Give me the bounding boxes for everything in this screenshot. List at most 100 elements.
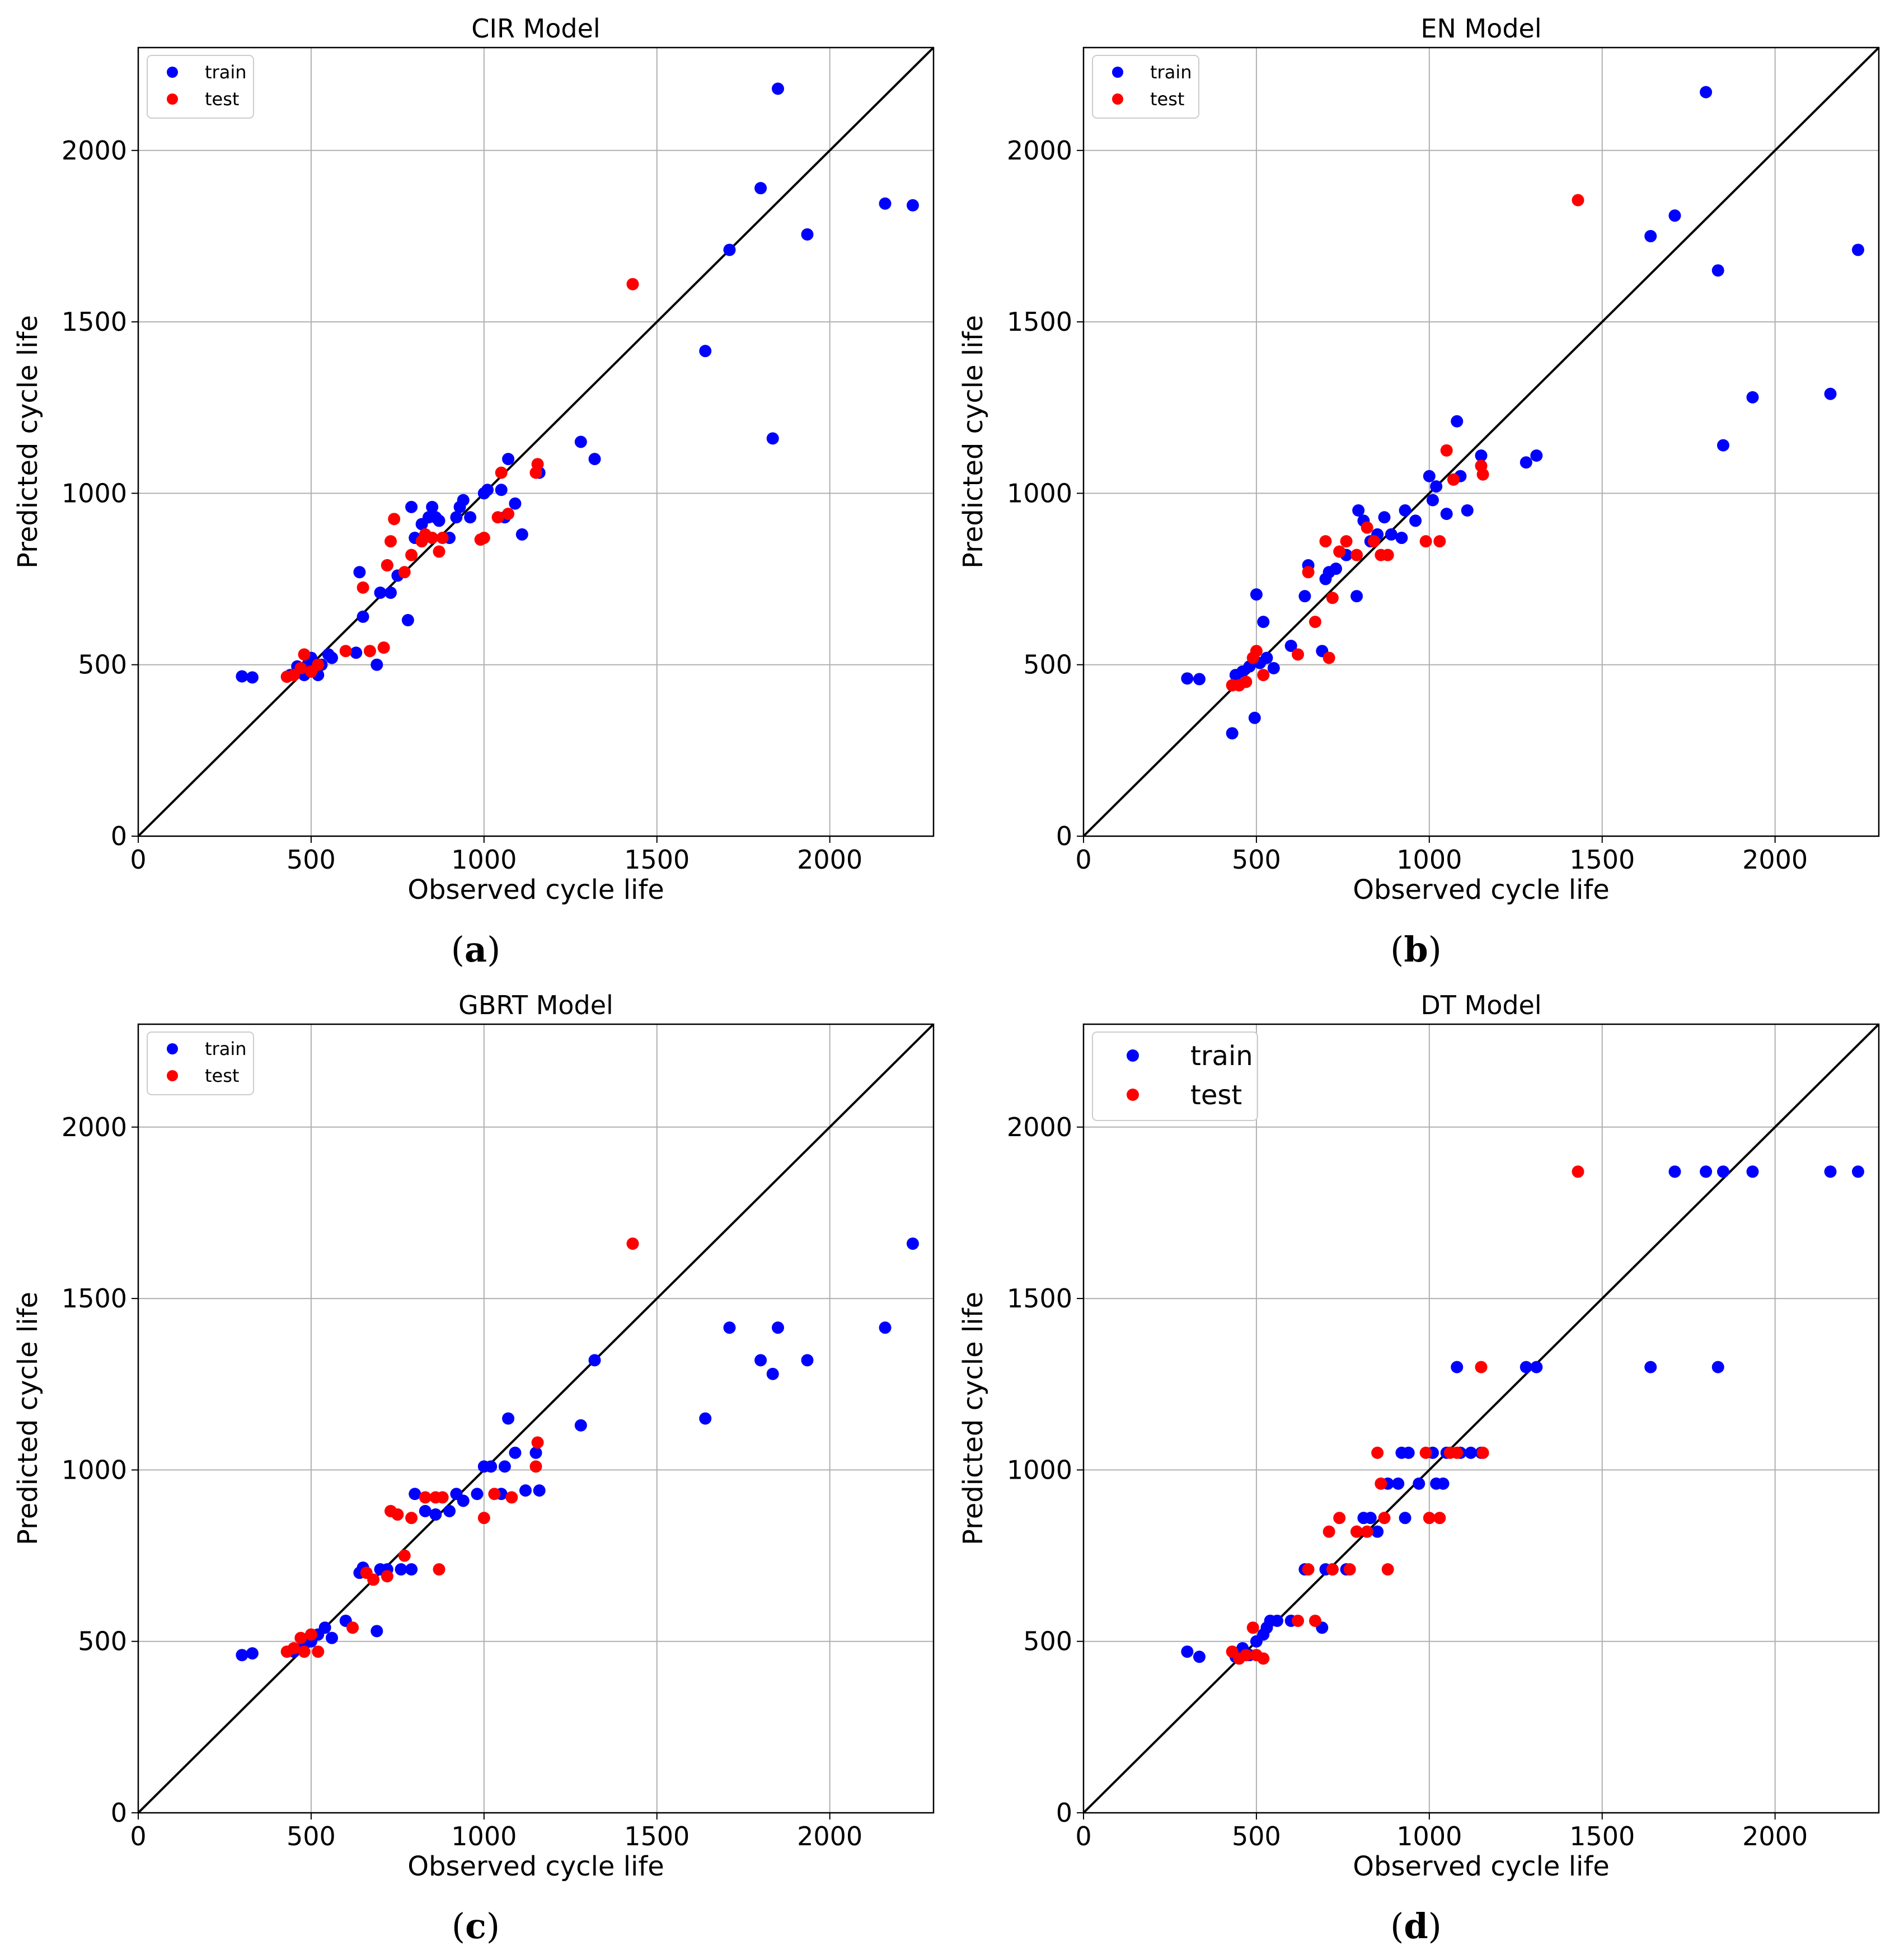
train-point (1193, 1650, 1206, 1663)
y-tick-label: 1500 (62, 307, 127, 337)
caption-b: (b) (1390, 929, 1442, 970)
test-point (294, 1631, 307, 1644)
test-point (1292, 1614, 1305, 1627)
train-point (515, 528, 528, 541)
train-point (771, 82, 784, 95)
train-point (1330, 562, 1343, 575)
train-point (1430, 480, 1443, 493)
test-point (398, 566, 411, 579)
train-point (529, 1446, 542, 1459)
x-tick-label: 1000 (451, 845, 517, 875)
test-point (495, 466, 508, 479)
test-point (1361, 1525, 1373, 1538)
test-point (1246, 1621, 1259, 1634)
train-point (353, 566, 366, 579)
train-point (588, 453, 601, 466)
test-point (357, 581, 369, 594)
test-point (626, 1237, 639, 1250)
y-tick-label: 1000 (1007, 1455, 1072, 1485)
train-point (1427, 494, 1439, 507)
train-point (384, 587, 397, 599)
test-point (491, 511, 504, 524)
chart-title: GBRT Model (458, 990, 613, 1020)
train-point (1395, 532, 1408, 545)
train-point (405, 1563, 418, 1576)
legend-test-marker (1127, 1089, 1139, 1101)
test-point (298, 1645, 311, 1658)
y-tick-label: 500 (78, 1626, 127, 1657)
legend: train test (147, 1031, 254, 1095)
y-tick-label: 1000 (62, 478, 127, 508)
x-tick-label: 0 (130, 1821, 146, 1851)
train-point (588, 1354, 601, 1367)
test-point (1361, 521, 1373, 534)
train-point (574, 435, 587, 448)
train-point (1530, 449, 1543, 462)
test-point (294, 662, 307, 674)
test-point (1302, 1563, 1315, 1576)
train-point (509, 1446, 522, 1459)
legend-train-label: train (205, 62, 246, 83)
train-point (754, 182, 767, 195)
train-point (325, 1631, 338, 1644)
train-point (1711, 1361, 1724, 1373)
x-tick-label: 2000 (1742, 1821, 1808, 1851)
test-point (384, 535, 397, 548)
test-point (1572, 1165, 1584, 1178)
test-point (1292, 648, 1305, 661)
y-tick-label: 500 (78, 650, 127, 680)
x-tick-label: 2000 (797, 845, 862, 875)
train-point (1717, 439, 1729, 452)
train-point (1451, 415, 1464, 428)
test-point (1572, 194, 1584, 207)
train-point (443, 1504, 456, 1517)
x-tick-label: 1500 (624, 845, 690, 875)
train-point (419, 1504, 432, 1517)
test-point (505, 1491, 518, 1504)
y-tick-label: 2000 (62, 135, 127, 166)
legend-test-marker (1112, 93, 1123, 105)
train-point (429, 1508, 442, 1521)
legend-test-label: test (1190, 1080, 1242, 1111)
test-point (312, 1645, 325, 1658)
test-point (1309, 616, 1321, 629)
train-point (498, 1460, 511, 1473)
train-point (1746, 1165, 1759, 1178)
x-axis-label: Observed cycle life (407, 874, 664, 906)
test-point (367, 1573, 380, 1586)
train-point (509, 497, 522, 510)
y-tick-label: 1000 (62, 1455, 127, 1485)
train-point (1409, 514, 1422, 527)
x-axis-label: Observed cycle life (1353, 874, 1610, 906)
train-point (1711, 264, 1724, 277)
train-point (1284, 640, 1297, 653)
train-point (1824, 387, 1837, 400)
test-point (477, 532, 490, 545)
x-axis-label: Observed cycle life (1353, 1851, 1610, 1882)
y-tick-label: 2000 (1007, 135, 1072, 166)
train-point (1392, 1477, 1405, 1490)
train-point (766, 1367, 779, 1380)
train-point (1385, 528, 1397, 541)
train-point (1440, 508, 1453, 521)
plot-frame (1082, 1023, 1880, 1814)
x-tick-label: 2000 (797, 1821, 862, 1851)
test-point (1476, 468, 1489, 481)
legend-test-label: test (1150, 88, 1184, 110)
train-point (1371, 1525, 1384, 1538)
train-point (350, 646, 363, 659)
x-tick-label: 1000 (451, 1821, 517, 1851)
train-point (1250, 588, 1263, 601)
legend-test-marker (167, 93, 178, 105)
test-point (1319, 535, 1332, 548)
plot-frame (137, 46, 935, 837)
train-point (236, 670, 248, 683)
y-tick-label: 0 (111, 1798, 127, 1828)
y-tick-label: 2000 (62, 1112, 127, 1142)
train-point (1437, 1477, 1450, 1490)
test-point (419, 1491, 432, 1504)
test-point (436, 532, 449, 545)
train-point (519, 1484, 532, 1497)
y-tick-label: 1500 (62, 1283, 127, 1314)
train-point (318, 1621, 331, 1634)
